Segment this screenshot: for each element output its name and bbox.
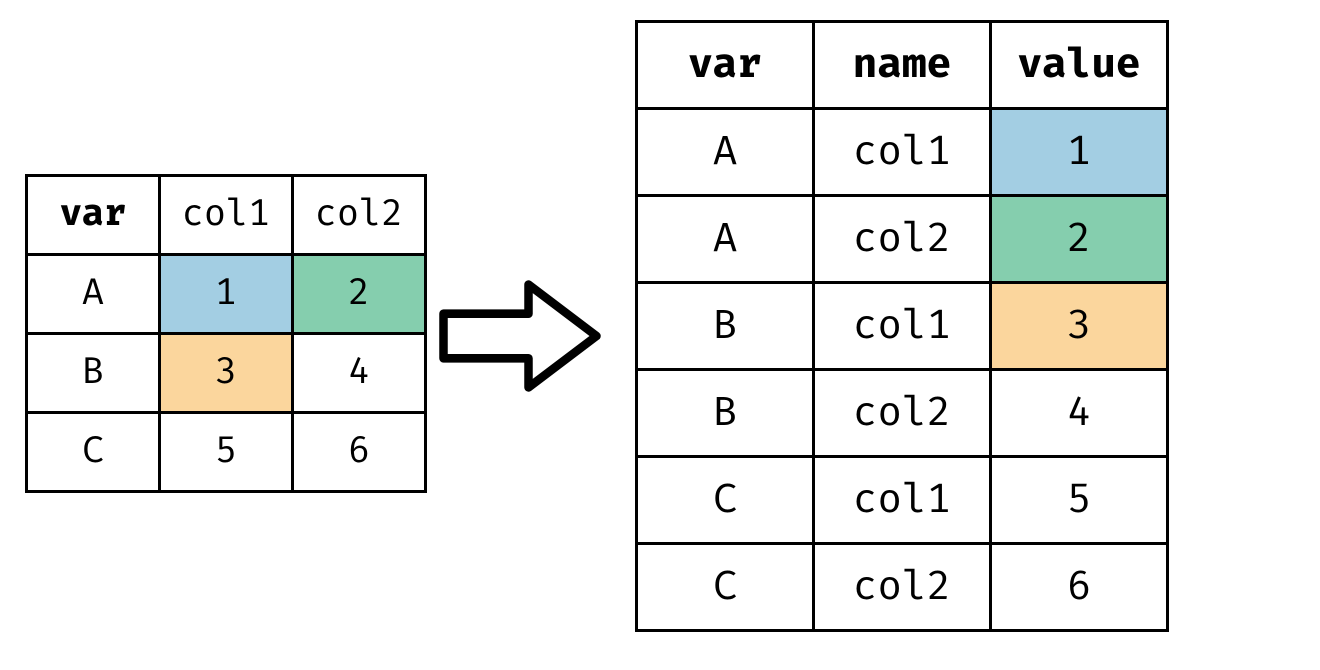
wide-table: varcol1col2A12B34C56 xyxy=(25,174,427,493)
table-cell: 2 xyxy=(991,196,1168,283)
table-row: Ccol15 xyxy=(637,457,1168,544)
table-cell: col2 xyxy=(814,544,991,631)
table-header-row: varcol1col2 xyxy=(27,176,426,255)
table-cell: 3 xyxy=(160,334,293,413)
table-row: Ccol26 xyxy=(637,544,1168,631)
table-cell: B xyxy=(27,334,160,413)
table-cell: A xyxy=(637,109,814,196)
long-table: varnamevalueAcol11Acol22Bcol13Bcol24Ccol… xyxy=(635,20,1169,632)
table-cell: B xyxy=(637,283,814,370)
table-cell: A xyxy=(637,196,814,283)
table-cell: 1 xyxy=(160,255,293,334)
table-row: B34 xyxy=(27,334,426,413)
table-cell: 3 xyxy=(991,283,1168,370)
column-header: col1 xyxy=(160,176,293,255)
table-cell: A xyxy=(27,255,160,334)
table-cell: 6 xyxy=(991,544,1168,631)
table-cell: 4 xyxy=(991,370,1168,457)
table-row: Bcol13 xyxy=(637,283,1168,370)
column-header: var xyxy=(637,22,814,109)
table-cell: B xyxy=(637,370,814,457)
table-cell: C xyxy=(27,413,160,492)
table-cell: 1 xyxy=(991,109,1168,196)
table-cell: col2 xyxy=(814,370,991,457)
table-header-row: varnamevalue xyxy=(637,22,1168,109)
table-row: Acol22 xyxy=(637,196,1168,283)
table-cell: col2 xyxy=(814,196,991,283)
table-row: Acol11 xyxy=(637,109,1168,196)
table-cell: col1 xyxy=(814,109,991,196)
table-cell: 5 xyxy=(160,413,293,492)
column-header: col2 xyxy=(293,176,426,255)
table-cell: 2 xyxy=(293,255,426,334)
table-row: C56 xyxy=(27,413,426,492)
diagram-stage: varcol1col2A12B34C56 varnamevalueAcol11A… xyxy=(0,0,1320,670)
table-row: A12 xyxy=(27,255,426,334)
transform-arrow-icon xyxy=(435,276,605,396)
table-cell: 6 xyxy=(293,413,426,492)
table-cell: 4 xyxy=(293,334,426,413)
column-header: var xyxy=(27,176,160,255)
table-cell: 5 xyxy=(991,457,1168,544)
column-header: name xyxy=(814,22,991,109)
table-cell: C xyxy=(637,457,814,544)
table-cell: col1 xyxy=(814,283,991,370)
table-cell: C xyxy=(637,544,814,631)
column-header: value xyxy=(991,22,1168,109)
table-row: Bcol24 xyxy=(637,370,1168,457)
table-cell: col1 xyxy=(814,457,991,544)
